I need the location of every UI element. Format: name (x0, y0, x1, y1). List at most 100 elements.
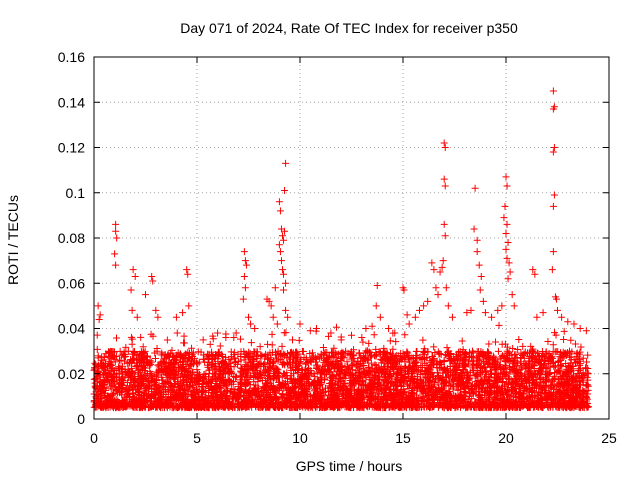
data-point (465, 360, 473, 368)
data-point (560, 335, 568, 343)
data-point (544, 337, 552, 345)
data-point (584, 376, 592, 384)
data-point (110, 353, 118, 361)
data-point (116, 356, 124, 364)
data-point (430, 372, 438, 380)
data-point (280, 360, 288, 368)
data-point (583, 358, 591, 366)
data-point (113, 352, 121, 360)
data-point (389, 345, 397, 353)
data-point (443, 344, 451, 352)
data-point (436, 350, 444, 358)
data-point (537, 396, 545, 404)
data-point (188, 344, 196, 352)
data-point (488, 370, 496, 378)
data-point (211, 365, 219, 373)
data-point (485, 340, 493, 348)
data-point (295, 336, 303, 344)
data-point (205, 394, 213, 402)
data-point (268, 330, 276, 338)
data-point (231, 359, 239, 367)
data-point (359, 338, 367, 346)
data-point (206, 340, 214, 348)
data-point (392, 338, 400, 346)
data-point (492, 338, 500, 346)
data-point (509, 345, 517, 353)
data-point (278, 342, 286, 350)
data-point (94, 352, 102, 360)
data-point (264, 340, 272, 348)
data-point (180, 332, 188, 340)
data-point (430, 343, 438, 351)
data-point (523, 361, 531, 369)
data-point (571, 340, 579, 348)
data-point (584, 351, 592, 359)
data-point (147, 330, 155, 338)
data-point (343, 358, 351, 366)
data-point (93, 331, 101, 339)
data-point (560, 327, 568, 335)
data-point (504, 373, 512, 381)
data-point (258, 352, 266, 360)
data-point (370, 331, 378, 339)
data-point (313, 365, 321, 373)
data-point (180, 339, 188, 347)
data-point (514, 346, 522, 354)
data-point (210, 370, 218, 378)
data-point (494, 347, 502, 355)
data-point (194, 348, 202, 356)
data-point (468, 395, 476, 403)
data-point (412, 348, 420, 356)
data-point (372, 345, 380, 353)
data-point (515, 336, 523, 344)
data-point (288, 336, 296, 344)
data-point (209, 335, 217, 343)
data-point (164, 378, 172, 386)
data-point (247, 339, 255, 347)
data-point (305, 364, 313, 372)
data-point (469, 347, 477, 355)
data-point (332, 323, 340, 331)
data-point (319, 343, 327, 351)
data-point (419, 336, 427, 344)
data-point (261, 360, 269, 368)
data-point (173, 329, 181, 337)
data-point (230, 334, 238, 342)
data-point (204, 363, 212, 371)
data-point (127, 333, 135, 341)
data-point (163, 336, 171, 344)
data-point (500, 353, 508, 361)
data-point (216, 342, 224, 350)
data-point (117, 357, 125, 365)
data-points (90, 87, 592, 412)
data-point (231, 354, 239, 362)
data-point (542, 382, 550, 390)
data-point (324, 366, 332, 374)
data-point (355, 349, 363, 357)
data-point (386, 337, 394, 345)
data-point (494, 369, 502, 377)
data-point (152, 355, 160, 363)
data-point (469, 357, 477, 365)
data-point (551, 363, 559, 371)
data-point (137, 333, 145, 341)
data-point (111, 378, 119, 386)
data-point (280, 329, 288, 337)
data-point (306, 349, 314, 357)
data-point (521, 360, 529, 368)
data-point (549, 341, 557, 349)
data-point (512, 350, 520, 358)
data-point (222, 353, 230, 361)
data-point (495, 321, 503, 329)
data-point (371, 361, 379, 369)
data-point (342, 347, 350, 355)
data-point (237, 335, 245, 343)
data-point (365, 339, 373, 347)
data-point (478, 352, 486, 360)
data-point (567, 336, 575, 344)
data-point (113, 334, 121, 342)
grid-lines (94, 57, 609, 419)
data-point (401, 331, 409, 339)
data-point (128, 335, 136, 343)
